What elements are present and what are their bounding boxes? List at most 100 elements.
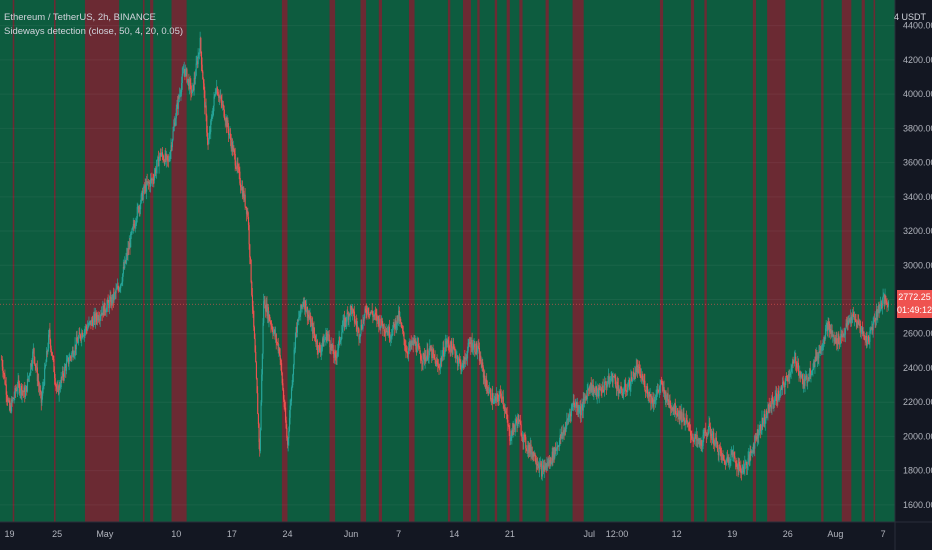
candle-body bbox=[658, 390, 660, 392]
candle-body bbox=[813, 361, 815, 368]
candle-body bbox=[475, 343, 477, 354]
candle-body bbox=[146, 180, 148, 192]
candle-body bbox=[435, 360, 437, 367]
candle-body bbox=[139, 206, 141, 210]
candle-body bbox=[726, 456, 728, 461]
candle-body bbox=[746, 464, 749, 469]
candle-body bbox=[846, 323, 848, 327]
candle-body bbox=[135, 222, 137, 225]
candle-body bbox=[568, 416, 571, 417]
candle-body bbox=[177, 96, 179, 109]
candle-body bbox=[613, 376, 615, 378]
candle-body bbox=[419, 347, 421, 354]
candle-body bbox=[434, 357, 436, 360]
candle-body bbox=[103, 305, 105, 316]
sideways-band bbox=[447, 0, 451, 522]
candle-body bbox=[208, 138, 210, 144]
candle-body bbox=[649, 393, 651, 397]
candle-body bbox=[529, 444, 531, 452]
candle-body bbox=[8, 400, 10, 401]
sideways-band bbox=[84, 0, 120, 522]
candle-body bbox=[112, 294, 114, 304]
candle-body bbox=[310, 322, 312, 327]
candle-body bbox=[173, 122, 175, 127]
candle-body bbox=[381, 318, 383, 326]
candle-body bbox=[351, 306, 353, 315]
candle-body bbox=[134, 224, 136, 228]
candle-body bbox=[474, 352, 477, 354]
candle-body bbox=[491, 393, 493, 403]
candle-body bbox=[727, 456, 729, 462]
candle-body bbox=[633, 372, 635, 374]
candle-body bbox=[628, 379, 630, 385]
candle-body bbox=[227, 120, 229, 129]
candle-body bbox=[562, 430, 565, 434]
candle-body bbox=[455, 353, 457, 359]
candle-body bbox=[763, 414, 765, 421]
candle-body bbox=[711, 437, 713, 441]
candle-body bbox=[498, 399, 500, 402]
candle-body bbox=[482, 367, 484, 378]
candle-body bbox=[185, 69, 187, 71]
candle-body bbox=[306, 306, 308, 318]
candle-body bbox=[751, 451, 753, 453]
candle-body bbox=[75, 337, 77, 350]
candle-body bbox=[369, 312, 371, 316]
candle-body bbox=[284, 407, 287, 421]
candle-body bbox=[868, 341, 870, 343]
candle-body bbox=[753, 444, 755, 449]
candle-body bbox=[357, 328, 359, 330]
candle-body bbox=[728, 457, 730, 463]
candle-body bbox=[431, 348, 433, 359]
candle-body bbox=[695, 434, 698, 440]
candle-body bbox=[364, 308, 366, 315]
candle-body bbox=[543, 465, 545, 472]
candle-body bbox=[15, 389, 17, 392]
candle-body bbox=[883, 294, 886, 305]
candle-body bbox=[271, 325, 273, 327]
candle-body bbox=[97, 314, 99, 321]
candle-body bbox=[586, 390, 588, 400]
candle-body bbox=[288, 417, 291, 432]
candle-body bbox=[265, 308, 267, 312]
candle-body bbox=[191, 89, 193, 93]
symbol-title[interactable]: Ethereum / TetherUS, 2h, BINANCE bbox=[4, 12, 156, 23]
candle-body bbox=[480, 363, 482, 368]
candle-body bbox=[476, 343, 478, 352]
candle-body bbox=[12, 398, 14, 401]
candle-body bbox=[305, 311, 307, 312]
candle-body bbox=[745, 461, 747, 463]
candle-body bbox=[75, 344, 77, 350]
candle-body bbox=[256, 378, 258, 394]
candle-body bbox=[765, 410, 767, 421]
candle-body bbox=[706, 434, 708, 437]
candle-body bbox=[292, 364, 295, 375]
candle-body bbox=[525, 437, 527, 449]
candle-body bbox=[130, 233, 132, 235]
candle-body bbox=[545, 463, 547, 468]
candle-body bbox=[743, 468, 745, 473]
indicator-title[interactable]: Sideways detection (close, 50, 4, 20, 0.… bbox=[4, 26, 184, 37]
candle-body bbox=[752, 444, 754, 452]
candle-body bbox=[839, 342, 841, 344]
candle-body bbox=[598, 386, 600, 397]
candle-body bbox=[345, 321, 347, 323]
candle-body bbox=[124, 260, 126, 263]
candle-body bbox=[570, 413, 572, 417]
candle-body bbox=[214, 94, 216, 97]
candle-body bbox=[492, 403, 494, 404]
candle-body bbox=[216, 87, 218, 95]
candle-body bbox=[425, 356, 428, 362]
candle-body bbox=[539, 463, 541, 465]
candle-body bbox=[468, 342, 471, 344]
candle-body bbox=[390, 336, 392, 339]
candle-body bbox=[709, 426, 711, 436]
candle-body bbox=[830, 330, 833, 335]
candle-body bbox=[506, 414, 508, 420]
candle-body bbox=[278, 348, 280, 351]
candle-body bbox=[680, 411, 682, 419]
candle-body bbox=[606, 384, 608, 388]
candle-body bbox=[249, 244, 251, 258]
